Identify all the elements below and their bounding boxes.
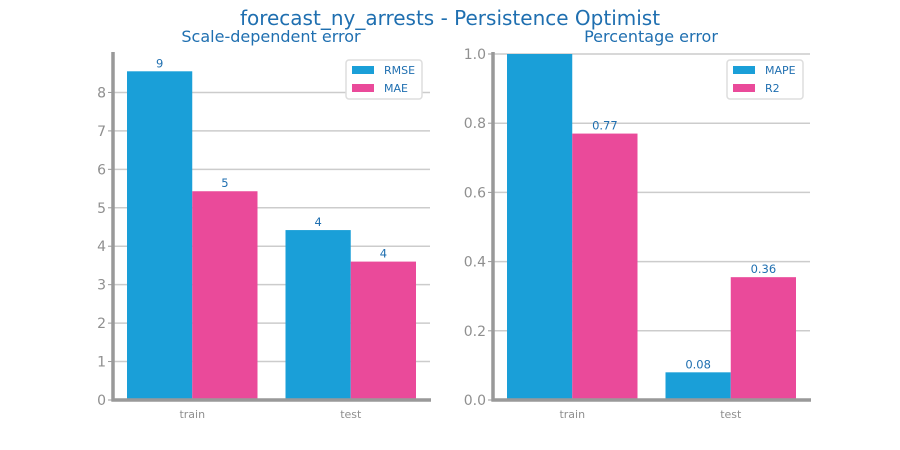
x-tick-label: train (179, 408, 205, 421)
y-tick-label: 0.8 (464, 116, 486, 132)
legend: MAPE R2 (726, 59, 804, 100)
data-label: 0.08 (685, 357, 711, 371)
y-tick-label: 5 (97, 201, 106, 217)
chart-panel-scale-error: Scale-dependent error 0 1 2 3 4 5 6 7 8 9 5 train 4 4 t… (97, 27, 431, 421)
y-tick-label: 0.4 (464, 255, 486, 271)
y-tick-label: 3 (97, 278, 106, 294)
y-tick-label: 4 (97, 239, 106, 255)
chart-title: Percentage error (584, 27, 718, 46)
y-tick-label: 0.2 (464, 324, 486, 340)
bar-r2-train (572, 133, 638, 400)
legend: RMSE MAE (345, 59, 423, 100)
chart-panel-percentage-error: Percentage error 0.0 0.2 0.4 0.6 0.8 1.0 0.77 tr… (464, 27, 811, 421)
y-tick-label: 2 (97, 316, 106, 332)
data-label: 5 (221, 176, 228, 190)
y-tick-label: 1 (97, 355, 106, 371)
x-tick-label: test (340, 408, 362, 421)
data-label: 4 (380, 247, 387, 261)
legend-label: MAE (384, 82, 408, 95)
y-tick-label: 0 (97, 393, 106, 409)
legend-swatch (733, 66, 755, 74)
y-tick-label: 0.6 (464, 185, 486, 201)
data-label: 0.77 (592, 119, 618, 133)
legend-label: R2 (765, 82, 780, 95)
bar-mape-train (507, 54, 573, 400)
legend-swatch (352, 66, 374, 74)
bar-r2-test (730, 277, 796, 400)
y-tick-label: 1.0 (464, 47, 486, 63)
chart-title: Scale-dependent error (181, 27, 361, 46)
x-tick-label: test (720, 408, 742, 421)
data-label: 4 (314, 215, 321, 229)
bar-rmse-train (127, 71, 193, 401)
bar-mae-test (350, 261, 416, 400)
x-tick-label: train (559, 408, 585, 421)
data-label: 9 (156, 56, 163, 70)
data-label: 0.36 (751, 262, 777, 276)
legend-label: RMSE (384, 64, 415, 77)
figure-title: forecast_ny_arrests - Persistence Optimi… (240, 6, 660, 30)
y-tick-label: 6 (97, 162, 106, 178)
bar-rmse-test (285, 230, 351, 400)
legend-label: MAPE (765, 64, 796, 77)
legend-swatch (733, 84, 755, 92)
bar-mae-train (192, 191, 258, 400)
bar-mape-test (665, 372, 731, 400)
y-tick-label: 7 (97, 124, 106, 140)
y-tick-label: 8 (97, 85, 106, 101)
legend-swatch (352, 84, 374, 92)
y-tick-label: 0.0 (464, 393, 486, 409)
